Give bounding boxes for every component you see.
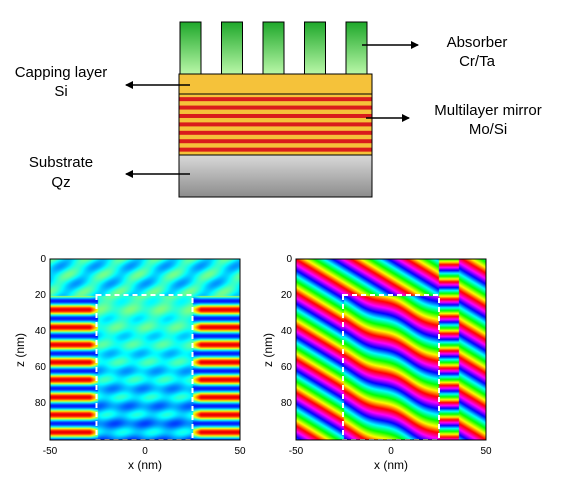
amplitude-xtick-left: -50: [43, 446, 58, 457]
substrate-label-line1: Substrate: [29, 154, 93, 171]
substrate-block: [178, 154, 373, 198]
absorber-line: [345, 21, 368, 75]
phase-ylabel: z (nm): [261, 333, 275, 367]
phase-xlabel: x (nm): [374, 458, 408, 472]
amplitude-field-map: [50, 259, 240, 440]
amplitude-field-plot: 0 20 40 60 80 -50 0 50 x (nm) z (nm): [13, 254, 246, 472]
absorber-line: [304, 21, 326, 75]
phase-ytick-0: 0: [286, 254, 292, 265]
phase-field-map: [296, 259, 486, 440]
amplitude-ytick-20: 20: [35, 290, 47, 301]
capping-label-line2: Si: [54, 83, 67, 100]
phase-xtick-right: 50: [480, 446, 492, 457]
amplitude-ytick-60: 60: [35, 362, 47, 373]
phase-ytick-80: 80: [281, 398, 293, 409]
phase-field-plot: 0 20 40 60 80 -50 0 50 x (nm) z (nm): [261, 254, 492, 472]
absorber-line: [262, 21, 285, 75]
amplitude-ytick-40: 40: [35, 326, 47, 337]
amplitude-xtick-center: 0: [142, 446, 148, 457]
mo-layer: [179, 105, 372, 110]
phase-plot-frame: [295, 258, 487, 441]
mo-layer: [179, 122, 372, 127]
multilayer-label-line1: Multilayer mirror: [434, 102, 542, 119]
mo-layer: [179, 130, 372, 135]
phase-xtick-center: 0: [388, 446, 394, 457]
absorber-label-line1: Absorber: [447, 34, 508, 51]
amplitude-xtick-right: 50: [234, 446, 246, 457]
amplitude-ylabel: z (nm): [13, 333, 27, 367]
mo-layer: [179, 139, 372, 144]
absorber-label-line2: Cr/Ta: [459, 53, 495, 70]
mo-layer: [179, 97, 372, 102]
phase-xtick-left: -50: [289, 446, 304, 457]
absorber-line: [179, 21, 202, 75]
amplitude-plot-frame: [49, 258, 241, 441]
multilayer-label-line2: Mo/Si: [469, 121, 507, 138]
absorber-lines: [179, 21, 368, 75]
amplitude-ytick-0: 0: [40, 254, 46, 265]
amplitude-ytick-80: 80: [35, 398, 47, 409]
substrate-label-line2: Qz: [51, 174, 70, 191]
mo-layer: [179, 147, 372, 152]
amplitude-xlabel: x (nm): [128, 458, 162, 472]
mo-layer: [179, 113, 372, 118]
phase-ytick-20: 20: [281, 290, 293, 301]
absorber-line: [221, 21, 243, 75]
phase-ytick-40: 40: [281, 326, 293, 337]
capping-label-line1: Capping layer: [15, 64, 108, 81]
mask-schematic: [178, 21, 373, 198]
capping-layer: [178, 73, 373, 95]
phase-ytick-60: 60: [281, 362, 293, 373]
multilayer-mirror-stack: [178, 93, 373, 156]
